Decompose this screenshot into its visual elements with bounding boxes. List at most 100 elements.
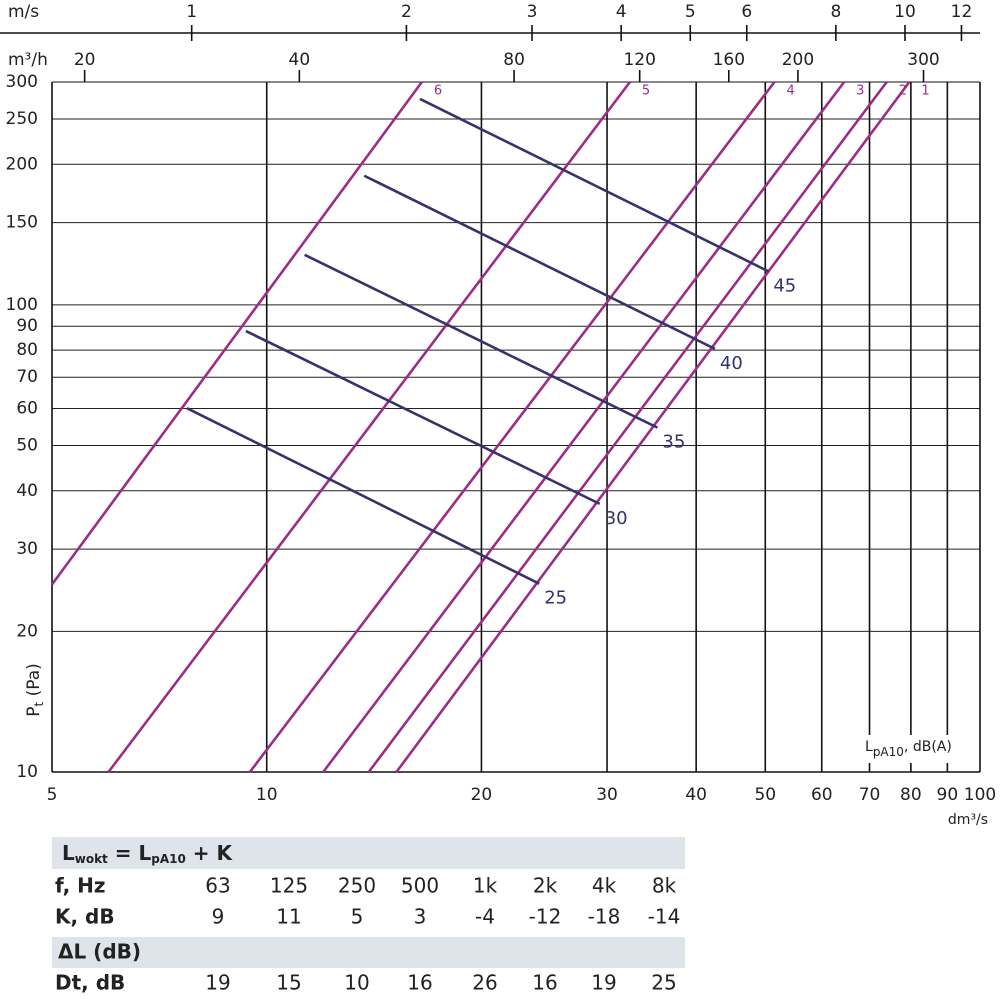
series-line — [363, 174, 716, 351]
annotation-part: L — [865, 739, 873, 755]
series-line — [395, 81, 911, 773]
top-tick-label: 5 — [685, 2, 696, 22]
series-line — [186, 407, 540, 585]
x-tick-label: 40 — [685, 785, 707, 805]
row-label: K, dB — [55, 905, 115, 929]
top-tick-label: 300 — [907, 50, 939, 70]
table-header-bg — [52, 937, 685, 968]
formula-part: = L — [108, 841, 152, 865]
freq: 2k — [533, 874, 558, 898]
series-label: 5 — [642, 84, 650, 99]
annotation: LpA10, dB(A) — [865, 739, 952, 759]
series-label: 35 — [662, 432, 685, 453]
series-label: 2 — [899, 84, 907, 99]
top-tick-label: 10 — [894, 2, 916, 22]
series-line — [107, 81, 631, 773]
annotation-part: pA10 — [873, 745, 904, 759]
k-value: -14 — [648, 905, 681, 929]
y-tick-label: 150 — [6, 213, 38, 233]
top-axis-label: m³/h — [8, 50, 48, 70]
top-tick-label: 200 — [782, 50, 814, 70]
y-tick-label: 10 — [16, 762, 38, 782]
x-tick-label: 70 — [859, 785, 881, 805]
x-tick-label: 10 — [256, 785, 278, 805]
k-value: 3 — [414, 905, 427, 929]
series-label: 45 — [773, 275, 796, 296]
series-line — [367, 81, 888, 773]
x-tick-label: 20 — [471, 785, 493, 805]
series-line — [419, 97, 769, 273]
series-line — [50, 81, 423, 586]
x-tick-label: 5 — [47, 785, 58, 805]
top-tick-label: 6 — [741, 2, 752, 22]
y-tick-label: 60 — [16, 399, 38, 419]
y-label-sub: t — [32, 702, 46, 707]
k-value: -12 — [529, 905, 562, 929]
top-tick-label: 4 — [616, 2, 627, 22]
k-value: 11 — [276, 905, 301, 929]
dt-value: 16 — [532, 971, 557, 995]
y-label-part: (Pa) — [24, 663, 44, 702]
y-tick-label: 30 — [16, 539, 38, 559]
freq: 63 — [205, 874, 230, 898]
y-tick-label: 80 — [16, 340, 38, 360]
y-axis-label: Pt (Pa) — [24, 663, 46, 717]
series-line — [248, 81, 776, 773]
section-title: ΔL (dB) — [58, 940, 141, 964]
dt-value: 26 — [472, 971, 497, 995]
dt-value: 15 — [276, 971, 301, 995]
y-tick-label: 250 — [6, 109, 38, 129]
y-tick-label: 90 — [16, 316, 38, 336]
top-tick-label: 80 — [503, 50, 525, 70]
x-tick-label: 80 — [900, 785, 922, 805]
top-tick-label: 1 — [186, 2, 197, 22]
dt-value: 19 — [591, 971, 616, 995]
freq: 8k — [652, 874, 677, 898]
top-tick-label: 2 — [401, 2, 412, 22]
freq: 4k — [592, 874, 617, 898]
top-tick-label: 120 — [623, 50, 655, 70]
x-tick-label: 90 — [937, 785, 959, 805]
k-value: 9 — [212, 905, 225, 929]
y-tick-label: 300 — [6, 72, 38, 92]
annotation-part: , dB(A) — [904, 739, 952, 755]
y-tick-label: 40 — [16, 481, 38, 501]
top-tick-label: 8 — [830, 2, 841, 22]
row-label: f, Hz — [55, 874, 106, 898]
series-line — [322, 81, 846, 773]
k-value: 5 — [351, 905, 364, 929]
freq: 1k — [473, 874, 498, 898]
y-tick-label: 50 — [16, 435, 38, 455]
annotation-bg — [861, 735, 967, 763]
series-label: 30 — [605, 508, 628, 529]
top-tick-label: 40 — [289, 50, 311, 70]
freq: 250 — [338, 874, 376, 898]
dt-value: 16 — [407, 971, 432, 995]
x-tick-label: 30 — [596, 785, 618, 805]
dt-value: 25 — [651, 971, 676, 995]
row-label: Dt, dB — [55, 971, 125, 995]
formula-part: + K — [186, 841, 234, 865]
top-tick-label: 160 — [713, 50, 745, 70]
formula-sub: wokt — [75, 852, 108, 866]
freq: 125 — [270, 874, 308, 898]
freq: 500 — [401, 874, 439, 898]
x-tick-label: 100 — [964, 785, 996, 805]
series-label: 4 — [786, 84, 794, 99]
series-label: 25 — [544, 588, 567, 609]
dt-value: 10 — [344, 971, 369, 995]
x-axis-label: dm³/s — [948, 812, 988, 828]
x-tick-label: 60 — [811, 785, 833, 805]
y-tick-label: 100 — [6, 295, 38, 315]
top-tick-label: 20 — [74, 50, 96, 70]
dt-value: 19 — [205, 971, 230, 995]
series-label: 1 — [921, 84, 929, 99]
series-label: 40 — [720, 353, 743, 374]
x-tick-label: 50 — [754, 785, 776, 805]
y-label-part: P — [24, 707, 44, 717]
series-line — [245, 329, 601, 506]
table-header-bg — [52, 837, 685, 869]
top-axis-label: m/s — [8, 2, 39, 22]
formula: Lwokt = LpA10 + K — [62, 841, 233, 866]
